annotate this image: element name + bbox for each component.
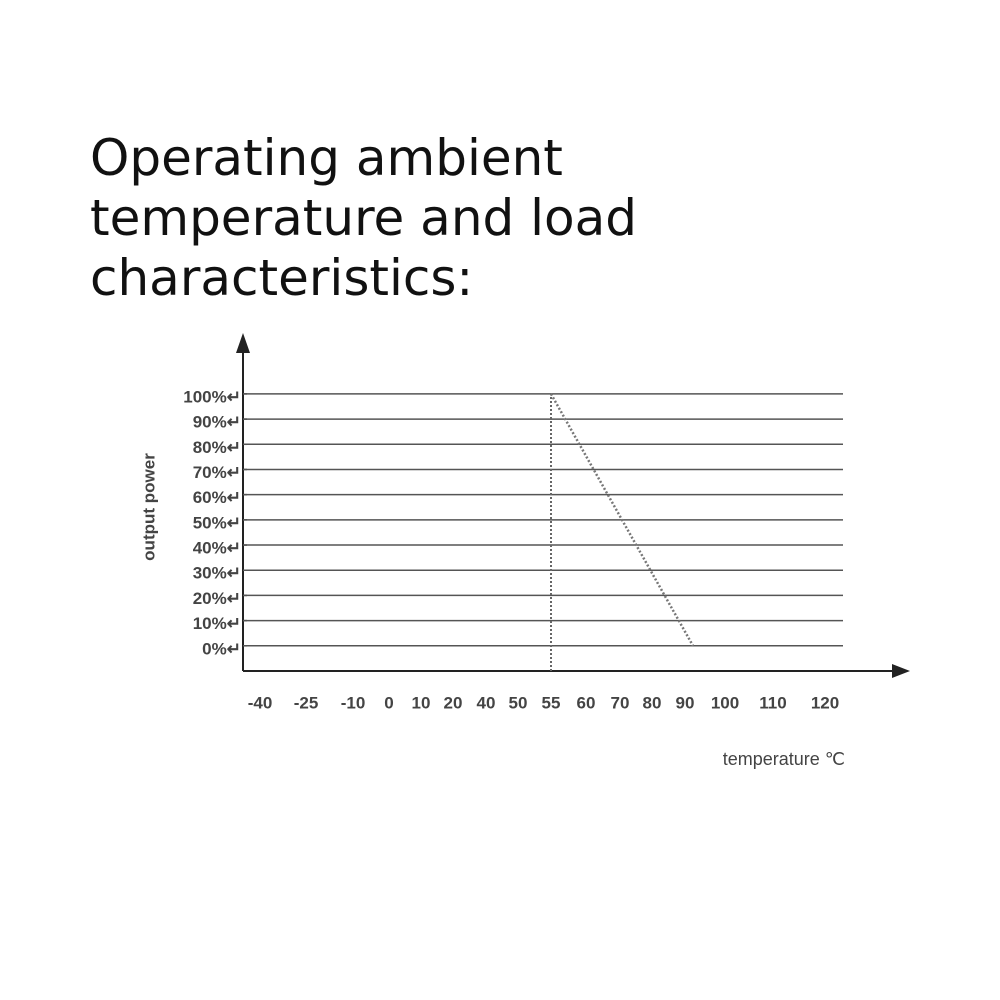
title: Operating ambient temperature and load c… bbox=[90, 129, 637, 307]
x-tick-label: 40 bbox=[477, 693, 496, 712]
y-tick-label: 100%↵ bbox=[183, 387, 241, 406]
y-tick-label: 60%↵ bbox=[193, 488, 241, 507]
y-tick-label: 10%↵ bbox=[193, 614, 241, 633]
x-tick-label: -10 bbox=[341, 693, 366, 712]
y-tick-label: 50%↵ bbox=[193, 513, 241, 532]
x-tick-label: 10 bbox=[412, 693, 431, 712]
x-tick-label: 100 bbox=[711, 693, 739, 712]
y-tick-label: 80%↵ bbox=[193, 438, 241, 457]
y-tick-label: 90%↵ bbox=[193, 413, 241, 432]
y-axis-arrow bbox=[236, 333, 250, 353]
x-tick-label: 20 bbox=[444, 693, 463, 712]
x-tick-label: 0 bbox=[384, 693, 393, 712]
y-axis-label: output power bbox=[139, 453, 158, 561]
y-tick-label: 40%↵ bbox=[193, 539, 241, 558]
x-tick-label: 110 bbox=[759, 693, 786, 712]
x-tick-label: 60 bbox=[577, 693, 596, 712]
x-tick-label: 50 bbox=[509, 693, 528, 712]
x-tick-label: -25 bbox=[294, 693, 319, 712]
x-tick-label: 55 bbox=[542, 693, 561, 712]
x-tick-label: 90 bbox=[676, 693, 695, 712]
x-tick-label: 70 bbox=[611, 693, 630, 712]
x-axis-label: temperature ℃ bbox=[723, 749, 845, 769]
x-tick-label: -40 bbox=[248, 693, 273, 712]
x-axis-arrow bbox=[892, 664, 910, 678]
y-tick-label: 30%↵ bbox=[193, 564, 241, 583]
y-tick-label: 20%↵ bbox=[193, 589, 241, 608]
derating-line bbox=[549, 393, 695, 647]
x-tick-label: 120 bbox=[811, 693, 839, 712]
y-tick-label: 0%↵ bbox=[202, 639, 241, 658]
y-tick-label: 70%↵ bbox=[193, 463, 241, 482]
x-tick-label: 80 bbox=[643, 693, 662, 712]
